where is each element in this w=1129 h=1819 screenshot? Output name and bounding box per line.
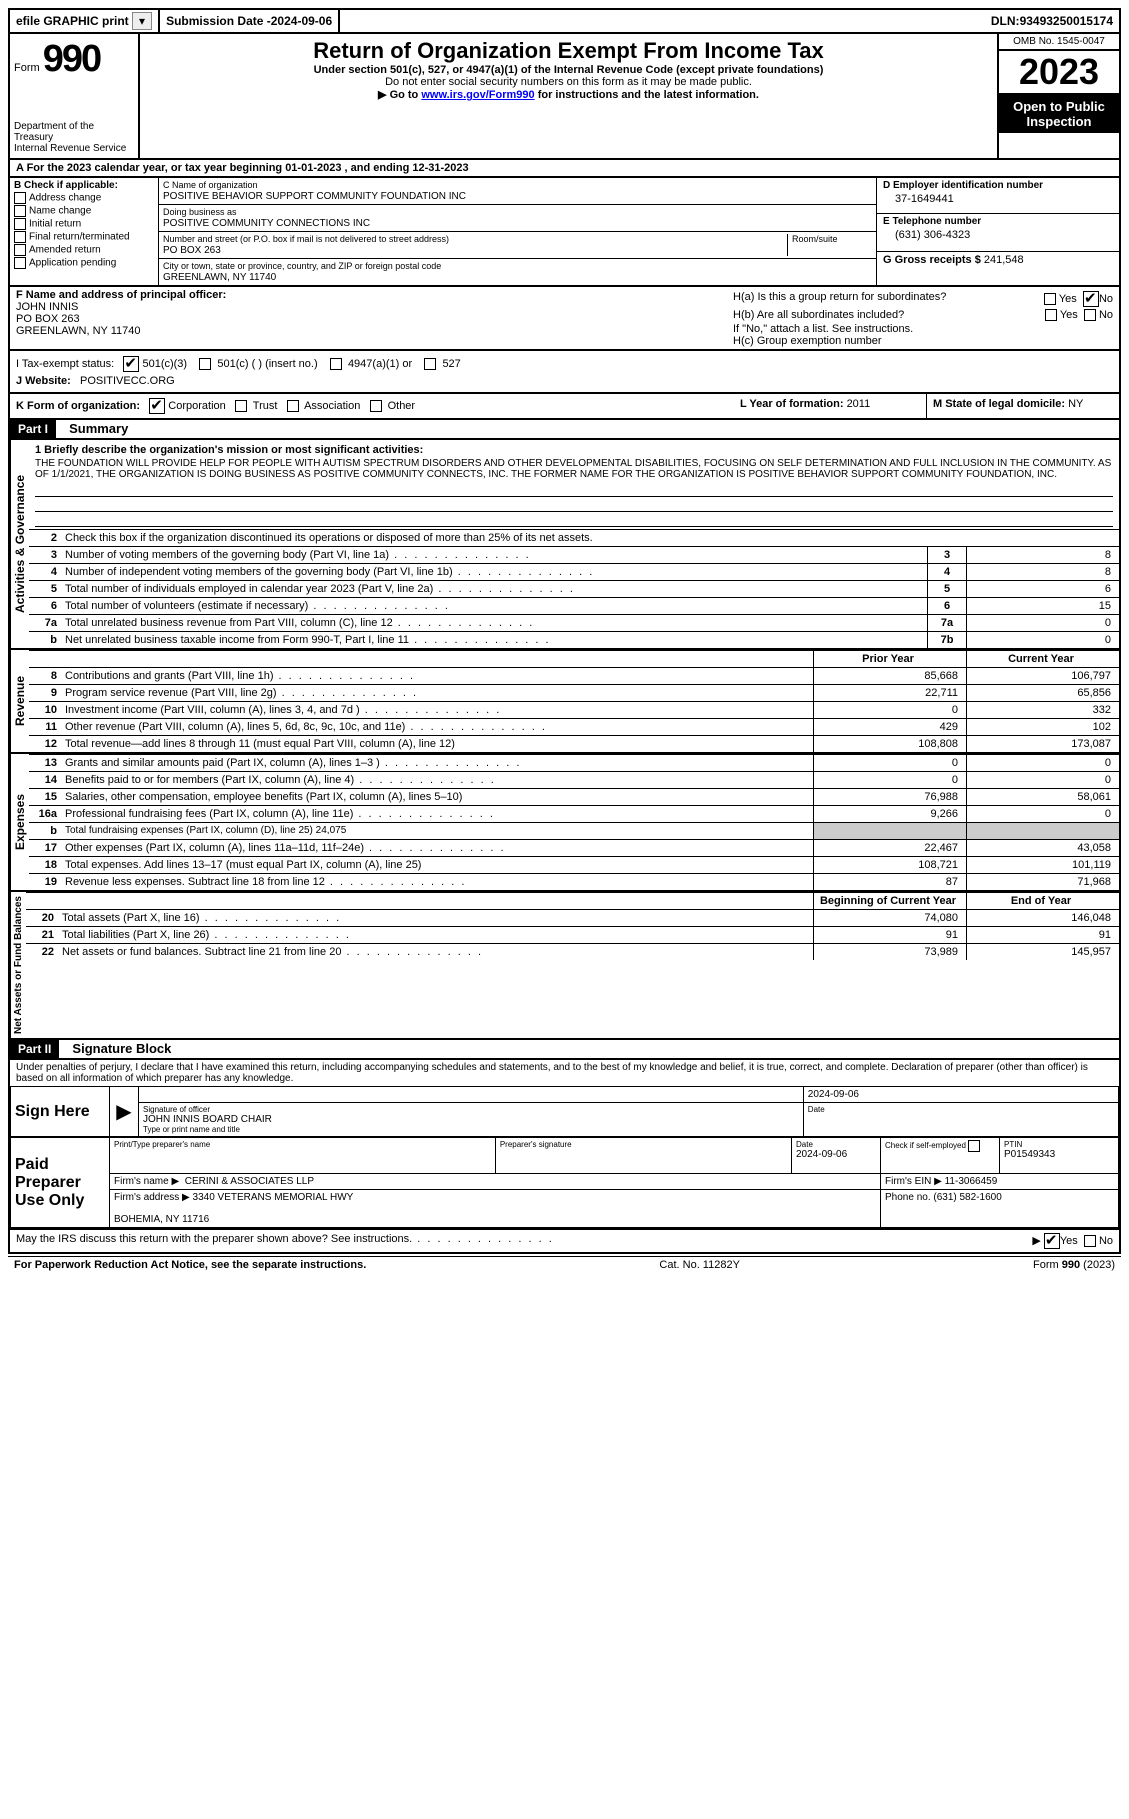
tax-year: 2023 xyxy=(999,51,1119,95)
mission-text: THE FOUNDATION WILL PROVIDE HELP FOR PEO… xyxy=(35,458,1113,480)
box-c: C Name of organization POSITIVE BEHAVIOR… xyxy=(158,178,877,285)
form-number: 990 xyxy=(43,38,100,80)
box-b: B Check if applicable: Address change Na… xyxy=(10,178,158,285)
department: Department of the Treasury Internal Reve… xyxy=(14,121,134,154)
form-label: Form xyxy=(14,62,40,74)
row-klm: K Form of organization: Corporation Trus… xyxy=(8,394,1121,420)
vert-expenses: Expenses xyxy=(10,754,29,890)
city-state-zip: GREENLAWN, NY 11740 xyxy=(163,272,276,283)
part1-summary: Activities & Governance 1 Briefly descri… xyxy=(8,440,1121,650)
ein: 37-1649441 xyxy=(895,193,1113,205)
gross-receipts: 241,548 xyxy=(984,254,1024,266)
box-h: H(a) Is this a group return for subordin… xyxy=(727,287,1119,349)
omb-number: OMB No. 1545-0047 xyxy=(999,34,1119,51)
vert-revenue: Revenue xyxy=(10,650,29,752)
row-a-period: A For the 2023 calendar year, or tax yea… xyxy=(8,160,1121,178)
paid-preparer-table: Paid Preparer Use Only Print/Type prepar… xyxy=(10,1137,1119,1228)
dln: DLN: 93493250015174 xyxy=(985,10,1119,32)
vert-activities: Activities & Governance xyxy=(10,440,29,648)
ssn-note: Do not enter social security numbers on … xyxy=(146,76,991,88)
signature-block: Under penalties of perjury, I declare th… xyxy=(8,1060,1121,1230)
form-header: Form 990 Department of the Treasury Inte… xyxy=(8,34,1121,160)
submission-date: Submission Date - 2024-09-06 xyxy=(160,10,340,32)
goto-instruction: ▶ Go to www.irs.gov/Form990 for instruct… xyxy=(146,88,991,101)
part1-net-assets: Net Assets or Fund Balances Beginning of… xyxy=(8,892,1121,1040)
lines-net: Beginning of Current YearEnd of Year 20T… xyxy=(26,892,1119,960)
page-footer: For Paperwork Reduction Act Notice, see … xyxy=(8,1256,1121,1273)
sign-here-table: Sign Here ▶ 2024-09-06 Signature of offi… xyxy=(10,1086,1119,1137)
irs-link[interactable]: www.irs.gov/Form990 xyxy=(421,89,534,101)
form-subtitle: Under section 501(c), 527, or 4947(a)(1)… xyxy=(146,64,991,76)
row-ij: I Tax-exempt status: 501(c)(3) 501(c) ( … xyxy=(8,351,1121,394)
part2-header: Part II Signature Block xyxy=(8,1040,1121,1060)
lines-governance: 2Check this box if the organization disc… xyxy=(29,529,1119,648)
phone: (631) 306-4323 xyxy=(895,229,1113,241)
row-fh: F Name and address of principal officer:… xyxy=(8,287,1121,351)
lines-revenue: Prior YearCurrent Year 8Contributions an… xyxy=(29,650,1119,752)
section-bcd: B Check if applicable: Address change Na… xyxy=(8,178,1121,287)
part1-header: Part I Summary xyxy=(8,420,1121,440)
box-f: F Name and address of principal officer:… xyxy=(10,287,727,349)
website: POSITIVECC.ORG xyxy=(80,375,175,387)
public-inspection: Open to Public Inspection xyxy=(999,95,1119,133)
dba-name: POSITIVE COMMUNITY CONNECTIONS INC xyxy=(163,218,370,229)
print-button[interactable]: ▾ xyxy=(132,12,152,30)
org-name: POSITIVE BEHAVIOR SUPPORT COMMUNITY FOUN… xyxy=(163,191,466,202)
top-bar: efile GRAPHIC print ▾ Submission Date - … xyxy=(8,8,1121,34)
box-deg: D Employer identification number 37-1649… xyxy=(877,178,1119,285)
perjury-declaration: Under penalties of perjury, I declare th… xyxy=(10,1060,1119,1086)
lines-expenses: 13Grants and similar amounts paid (Part … xyxy=(29,754,1119,890)
form-title: Return of Organization Exempt From Incom… xyxy=(146,38,991,64)
street: PO BOX 263 xyxy=(163,245,221,256)
may-irs-discuss: May the IRS discuss this return with the… xyxy=(8,1230,1121,1254)
part1-expenses: Expenses 13Grants and similar amounts pa… xyxy=(8,754,1121,892)
vert-net-assets: Net Assets or Fund Balances xyxy=(10,892,26,1038)
efile-label: efile GRAPHIC print ▾ xyxy=(10,10,160,32)
part1-revenue: Revenue Prior YearCurrent Year 8Contribu… xyxy=(8,650,1121,754)
